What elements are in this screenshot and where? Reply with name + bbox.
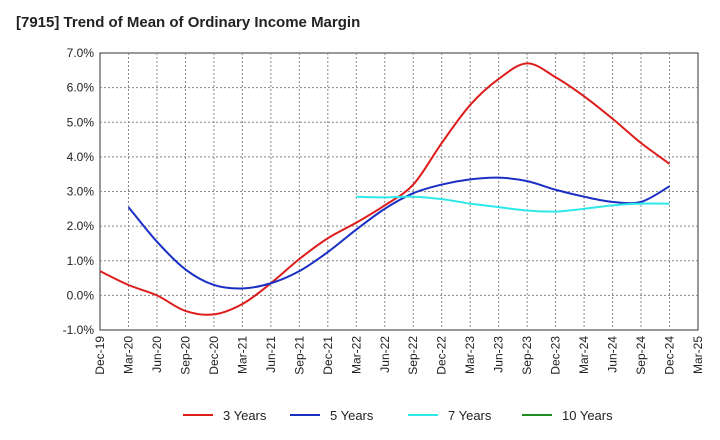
y-tick-label: 3.0% [67, 185, 95, 199]
y-tick-label: 4.0% [67, 150, 95, 164]
series-line-7-years [356, 195, 670, 213]
series-line-5-years [127, 176, 671, 290]
x-tick-label: Jun-24 [606, 336, 620, 373]
x-tick-label: Jun-20 [150, 336, 164, 373]
x-tick-label: Sep-23 [520, 336, 534, 375]
x-tick-label: Sep-21 [292, 336, 306, 375]
y-tick-label: 1.0% [67, 254, 95, 268]
x-tick-label: Sep-24 [634, 336, 648, 375]
x-tick-label: Sep-22 [406, 336, 420, 375]
legend: 3 Years 5 Years 7 Years 10 Years [183, 408, 613, 423]
x-tick-label: Mar-21 [235, 336, 249, 374]
x-tick-label: Mar-25 [691, 336, 705, 374]
y-tick-label: 2.0% [67, 219, 95, 233]
x-tick-label: Jun-21 [264, 336, 278, 373]
x-tick-label: Mar-20 [121, 336, 135, 374]
legend-label: 5 Years [330, 408, 374, 423]
legend-label: 7 Years [448, 408, 492, 423]
y-tick-label: -1.0% [63, 323, 95, 337]
x-tick-label: Dec-21 [321, 336, 335, 375]
x-tick-label: Dec-19 [93, 336, 107, 375]
y-tick-label: 7.0% [67, 46, 95, 60]
y-tick-label: 6.0% [67, 81, 95, 95]
y-tick-label: 5.0% [67, 115, 95, 129]
x-tick-label: Sep-20 [178, 336, 192, 375]
legend-label: 10 Years [562, 408, 613, 423]
x-tick-label: Mar-24 [577, 336, 591, 374]
series-line-3-years [99, 62, 671, 316]
x-tick-label: Dec-23 [549, 336, 563, 375]
legend-label: 3 Years [223, 408, 267, 423]
x-tick-label: Mar-23 [463, 336, 477, 374]
x-tick-label: Dec-24 [663, 336, 677, 375]
x-tick-label: Jun-22 [378, 336, 392, 373]
y-axis-tick-labels: 7.0% 6.0% 5.0% 4.0% 3.0% 2.0% 1.0% 0.0% -1.0% [63, 46, 95, 337]
x-tick-label: Dec-22 [435, 336, 449, 375]
x-tick-label: Dec-20 [207, 336, 221, 375]
series-lines [99, 62, 671, 316]
x-tick-label: Jun-23 [492, 336, 506, 373]
x-axis-tick-labels: Dec-19 Mar-20 Jun-20 Sep-20 Dec-20 Mar-21 Jun-… [93, 336, 705, 375]
y-tick-label: 0.0% [67, 288, 95, 302]
x-tick-label: Mar-22 [349, 336, 363, 374]
chart-title: [7915] Trend of Mean of Ordinary Income … [16, 14, 361, 31]
